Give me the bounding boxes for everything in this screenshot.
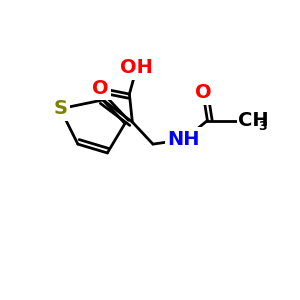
Text: S: S: [53, 99, 67, 118]
Text: O: O: [92, 79, 108, 98]
Text: O: O: [195, 83, 211, 102]
Text: CH: CH: [238, 111, 269, 130]
Text: 3: 3: [258, 120, 267, 133]
Text: OH: OH: [120, 58, 153, 77]
Text: NH: NH: [168, 130, 200, 149]
